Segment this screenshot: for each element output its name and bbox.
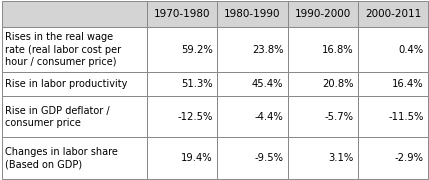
Bar [147,96,217,137]
Text: -4.4%: -4.4% [254,112,283,122]
Text: 16.8%: 16.8% [322,45,353,55]
Bar [217,72,287,96]
Text: 16.4%: 16.4% [392,79,424,89]
Text: -2.9%: -2.9% [395,153,424,163]
Bar [217,1,287,27]
Bar [217,137,287,179]
Text: -12.5%: -12.5% [178,112,213,122]
Text: 19.4%: 19.4% [181,153,213,163]
Text: Rise in labor productivity: Rise in labor productivity [5,79,127,89]
Text: -11.5%: -11.5% [389,112,424,122]
Bar [2,27,147,72]
Bar [147,27,217,72]
Text: 20.8%: 20.8% [322,79,353,89]
Bar [358,72,428,96]
Text: 45.4%: 45.4% [252,79,283,89]
Bar [287,1,358,27]
Text: 1970-1980: 1970-1980 [154,9,210,19]
Text: -9.5%: -9.5% [254,153,283,163]
Bar [147,72,217,96]
Text: 23.8%: 23.8% [252,45,283,55]
Text: 0.4%: 0.4% [399,45,424,55]
Text: 51.3%: 51.3% [181,79,213,89]
Text: 3.1%: 3.1% [328,153,353,163]
Bar [2,1,147,27]
Text: -5.7%: -5.7% [325,112,353,122]
Text: 1980-1990: 1980-1990 [224,9,281,19]
Bar [287,96,358,137]
Bar [217,96,287,137]
Bar [287,27,358,72]
Text: 1990-2000: 1990-2000 [295,9,351,19]
Text: Changes in labor share
(Based on GDP): Changes in labor share (Based on GDP) [5,147,118,169]
Text: Rises in the real wage
rate (real labor cost per
hour / consumer price): Rises in the real wage rate (real labor … [5,32,121,67]
Text: Rise in GDP deflator /
consumer price: Rise in GDP deflator / consumer price [5,105,110,128]
Bar [358,1,428,27]
Bar [2,137,147,179]
Bar [358,96,428,137]
Bar [147,137,217,179]
Text: 2000-2011: 2000-2011 [365,9,421,19]
Bar [287,72,358,96]
Bar [2,72,147,96]
Bar [358,27,428,72]
Bar [217,27,287,72]
Bar [147,1,217,27]
Bar [2,96,147,137]
Bar [358,137,428,179]
Bar [287,137,358,179]
Text: 59.2%: 59.2% [181,45,213,55]
